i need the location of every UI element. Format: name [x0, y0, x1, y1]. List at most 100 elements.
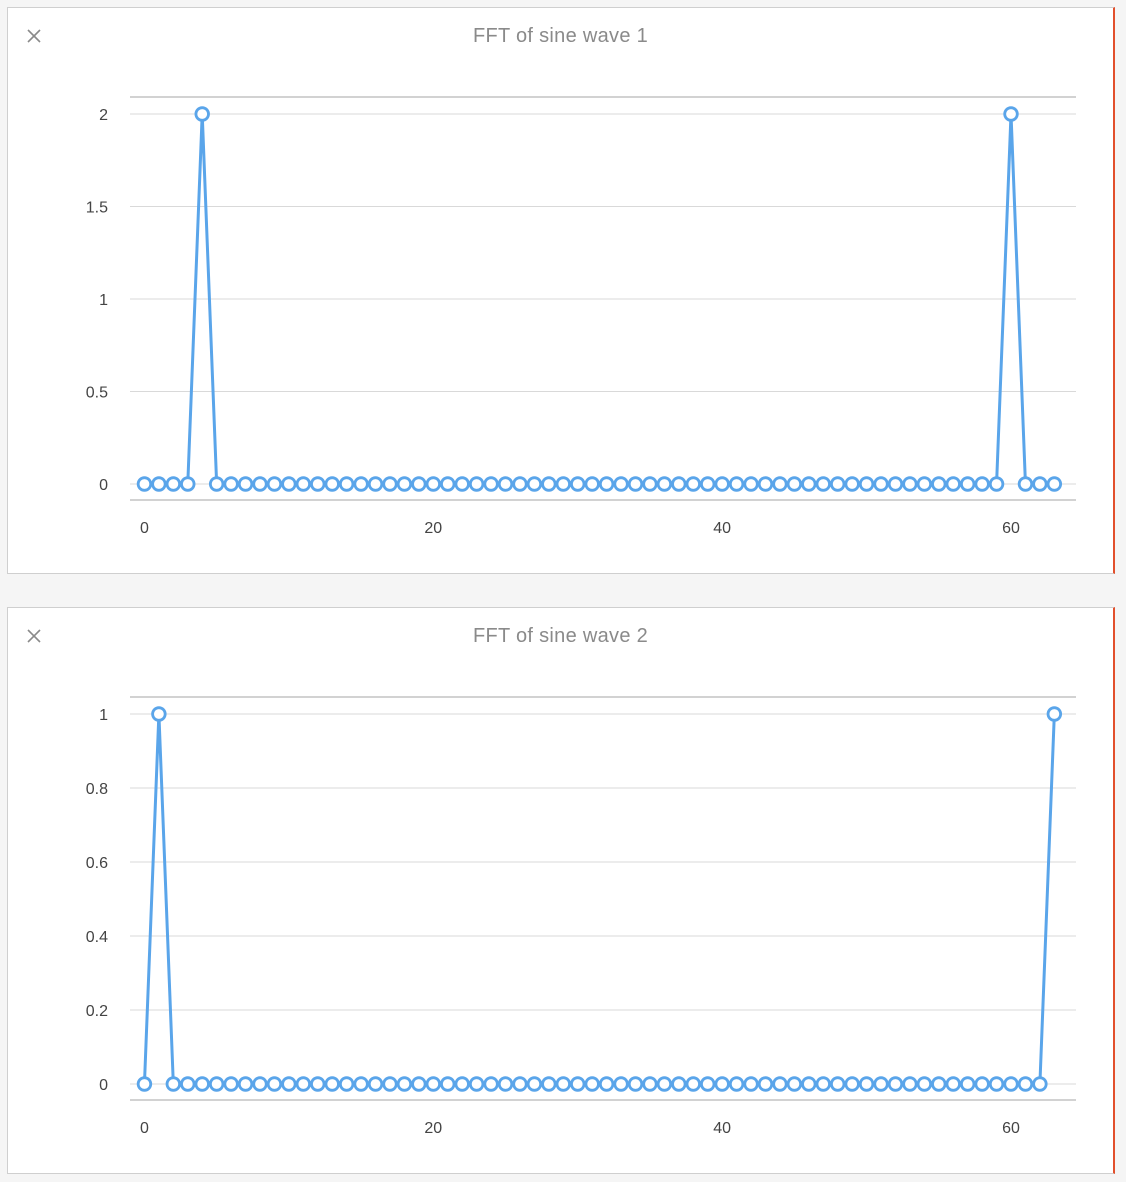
data-point[interactable]	[411, 476, 427, 492]
data-point[interactable]	[324, 476, 340, 492]
data-point[interactable]	[844, 1076, 860, 1092]
close-icon[interactable]	[22, 24, 46, 48]
data-point[interactable]	[165, 476, 182, 492]
data-point[interactable]	[786, 476, 803, 492]
data-point[interactable]	[1046, 706, 1063, 722]
data-point[interactable]	[208, 476, 225, 492]
data-point[interactable]	[815, 476, 831, 492]
data-point[interactable]	[252, 476, 268, 492]
data-point[interactable]	[988, 476, 1005, 492]
data-point[interactable]	[700, 476, 716, 492]
data-point[interactable]	[425, 476, 441, 492]
data-point[interactable]	[180, 1076, 196, 1092]
data-point[interactable]	[887, 1076, 904, 1092]
data-point[interactable]	[974, 476, 990, 492]
close-icon[interactable]	[22, 624, 46, 648]
data-point[interactable]	[526, 1076, 543, 1092]
data-point[interactable]	[440, 476, 456, 492]
data-point[interactable]	[555, 476, 571, 492]
data-point[interactable]	[887, 476, 904, 492]
data-point[interactable]	[656, 476, 673, 492]
data-point[interactable]	[208, 1076, 225, 1092]
data-point[interactable]	[743, 1076, 759, 1092]
data-point[interactable]	[396, 1076, 413, 1092]
data-point[interactable]	[671, 1076, 687, 1092]
data-point[interactable]	[584, 476, 600, 492]
data-point[interactable]	[324, 1076, 340, 1092]
data-point[interactable]	[136, 476, 153, 492]
data-point[interactable]	[757, 476, 774, 492]
data-point[interactable]	[252, 1076, 268, 1092]
data-point[interactable]	[627, 1076, 644, 1092]
data-point[interactable]	[685, 1076, 701, 1092]
data-point[interactable]	[237, 1076, 254, 1092]
data-point[interactable]	[180, 476, 196, 492]
data-point[interactable]	[194, 1076, 210, 1092]
data-point[interactable]	[829, 476, 846, 492]
data-point[interactable]	[772, 1076, 788, 1092]
data-point[interactable]	[512, 1076, 528, 1092]
data-point[interactable]	[959, 1076, 976, 1092]
data-point[interactable]	[223, 1076, 239, 1092]
data-point[interactable]	[1017, 476, 1034, 492]
data-point[interactable]	[382, 476, 398, 492]
data-point[interactable]	[136, 1076, 153, 1092]
data-point[interactable]	[266, 1076, 283, 1092]
data-point[interactable]	[468, 1076, 485, 1092]
data-point[interactable]	[570, 476, 586, 492]
data-point[interactable]	[1046, 476, 1063, 492]
data-point[interactable]	[281, 476, 297, 492]
data-point[interactable]	[497, 476, 514, 492]
data-point[interactable]	[916, 1076, 933, 1092]
data-point[interactable]	[945, 476, 961, 492]
data-point[interactable]	[844, 476, 860, 492]
data-point[interactable]	[396, 476, 413, 492]
data-point[interactable]	[223, 476, 239, 492]
data-point[interactable]	[367, 1076, 384, 1092]
data-point[interactable]	[1003, 1076, 1019, 1092]
data-point[interactable]	[598, 1076, 615, 1092]
data-point[interactable]	[627, 476, 644, 492]
data-point[interactable]	[858, 476, 875, 492]
data-point[interactable]	[974, 1076, 990, 1092]
data-point[interactable]	[165, 1076, 182, 1092]
data-point[interactable]	[497, 1076, 514, 1092]
data-point[interactable]	[194, 106, 210, 122]
data-point[interactable]	[613, 1076, 629, 1092]
data-point[interactable]	[801, 1076, 817, 1092]
data-point[interactable]	[483, 1076, 499, 1092]
data-point[interactable]	[656, 1076, 673, 1092]
data-point[interactable]	[295, 476, 312, 492]
data-point[interactable]	[714, 476, 730, 492]
data-point[interactable]	[338, 476, 355, 492]
data-point[interactable]	[598, 476, 615, 492]
data-point[interactable]	[902, 1076, 918, 1092]
data-point[interactable]	[931, 1076, 947, 1092]
data-point[interactable]	[310, 1076, 326, 1092]
data-point[interactable]	[815, 1076, 831, 1092]
data-point[interactable]	[743, 476, 759, 492]
data-point[interactable]	[1032, 1076, 1048, 1092]
data-point[interactable]	[772, 476, 788, 492]
data-point[interactable]	[642, 1076, 658, 1092]
data-point[interactable]	[454, 476, 470, 492]
data-point[interactable]	[786, 1076, 803, 1092]
data-point[interactable]	[382, 1076, 398, 1092]
data-point[interactable]	[555, 1076, 571, 1092]
data-point[interactable]	[829, 1076, 846, 1092]
data-point[interactable]	[1032, 476, 1048, 492]
data-point[interactable]	[310, 476, 326, 492]
data-point[interactable]	[151, 476, 167, 492]
data-point[interactable]	[584, 1076, 600, 1092]
data-point[interactable]	[483, 476, 499, 492]
data-point[interactable]	[988, 1076, 1005, 1092]
data-point[interactable]	[512, 476, 528, 492]
data-point[interactable]	[295, 1076, 312, 1092]
data-point[interactable]	[613, 476, 629, 492]
data-point[interactable]	[526, 476, 543, 492]
data-point[interactable]	[642, 476, 658, 492]
data-point[interactable]	[931, 476, 947, 492]
data-point[interactable]	[801, 476, 817, 492]
data-point[interactable]	[367, 476, 384, 492]
data-point[interactable]	[570, 1076, 586, 1092]
